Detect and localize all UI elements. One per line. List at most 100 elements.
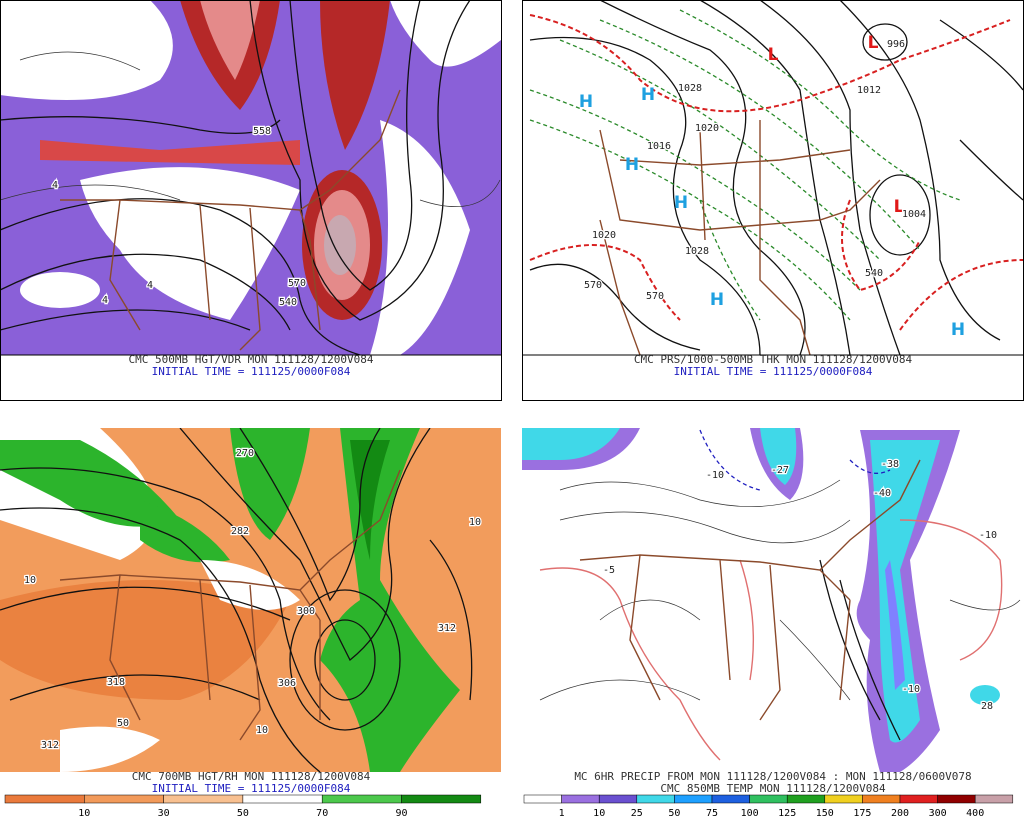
map-shape <box>699 0 851 355</box>
map-shape <box>885 560 905 690</box>
pressure-center: H <box>625 155 639 175</box>
colorbar-swatch <box>749 794 788 804</box>
colorbar-label: 50 <box>237 808 249 819</box>
contour-label: 1016 <box>647 141 671 152</box>
map-500mb <box>0 0 501 355</box>
colorbar-label: 25 <box>631 808 643 819</box>
colorbar-swatch <box>974 794 1014 804</box>
colorbar-label: 30 <box>158 808 170 819</box>
colorbar-swatch <box>598 794 638 804</box>
map-shape <box>939 19 1023 201</box>
map-shape <box>760 428 797 485</box>
map-shape <box>249 0 471 321</box>
map-shape <box>0 309 251 331</box>
contour-label: 312 <box>438 623 456 634</box>
contour-label: -5 <box>603 565 615 576</box>
contour-label: -38 <box>881 459 899 470</box>
map-shape <box>529 14 1023 331</box>
map-shape <box>239 428 381 602</box>
map-shape <box>0 440 180 527</box>
map-shape <box>0 51 501 207</box>
pressure-center: H <box>579 92 593 112</box>
colorbar-label: 200 <box>891 808 909 819</box>
contour-label: 570 <box>288 278 306 289</box>
map-shape <box>0 0 173 100</box>
subcaption: INITIAL TIME = 111125/0000F084 <box>674 365 873 378</box>
map-shape <box>869 174 931 256</box>
subcaption: INITIAL TIME = 111125/0000F084 <box>152 782 351 795</box>
colorbar: 10 30 50 70 90 <box>4 794 482 819</box>
map-shape <box>429 539 473 701</box>
colorbar-swatch <box>242 794 323 804</box>
colorbar-label: 150 <box>816 808 834 819</box>
map-shape <box>320 0 390 150</box>
caption: CMC 500MB HGT/VDR MON 111128/1200V084 <box>128 353 373 366</box>
contour-label: 540 <box>865 268 883 279</box>
contour-label: 282 <box>231 526 249 537</box>
contour-label: -40 <box>873 488 891 499</box>
colorbar-label: 90 <box>395 808 407 819</box>
colorbar-label: 70 <box>316 808 328 819</box>
contour-label: 558 <box>253 126 271 137</box>
colorbar-label: 400 <box>966 808 984 819</box>
contour-label: 1028 <box>685 246 709 257</box>
colorbar-swatch <box>824 794 863 804</box>
map-shape <box>839 0 1001 341</box>
colorbar: 1 10 25 50 75 100 125 150 175 200 300 400 <box>523 794 1014 819</box>
contour-label: 1012 <box>857 85 881 96</box>
contour-label: 10 <box>24 575 36 586</box>
colorbar-label: 125 <box>778 808 796 819</box>
colorbar-swatch <box>711 794 750 804</box>
colorbar-swatch <box>321 794 402 804</box>
map-shape <box>230 215 270 265</box>
map-precip <box>522 428 1023 772</box>
map-shape <box>40 140 300 165</box>
map-shape <box>0 507 321 772</box>
colorbar-label: 1 <box>559 808 565 819</box>
map-shape <box>599 0 806 355</box>
colorbar-swatch <box>4 794 85 804</box>
caption: CMC 700MB HGT/RH MON 111128/1200V084 <box>132 770 371 783</box>
contour-label: 1020 <box>695 123 719 134</box>
map-shape <box>862 23 908 61</box>
map-shape <box>289 589 401 731</box>
map-shape <box>539 479 1021 701</box>
contour-label: 4 <box>52 180 58 191</box>
map-shape <box>539 519 1003 761</box>
map-shape <box>324 215 356 275</box>
colorbar-swatch <box>84 794 164 804</box>
subcaption: CMC 850MB TEMP MON 111128/1200V084 <box>660 782 886 795</box>
map-shape <box>759 0 901 355</box>
map-shape <box>59 469 401 741</box>
contour-label: 1020 <box>592 230 616 241</box>
map-shape <box>0 253 291 331</box>
colorbar-swatch <box>561 794 600 804</box>
contour-label: 318 <box>107 677 125 688</box>
caption: MC 6HR PRECIP FROM MON 111128/1200V084 :… <box>574 770 971 783</box>
colorbar-swatch <box>937 794 976 804</box>
contour-label: 1028 <box>678 83 702 94</box>
colorbar-swatch <box>786 794 826 804</box>
contour-label: 50 <box>117 718 129 729</box>
map-700mb <box>0 428 501 772</box>
map-shape <box>350 440 390 560</box>
contour-label: 10 <box>256 725 268 736</box>
contour-label: 4 <box>102 295 108 306</box>
map-shape <box>699 429 891 491</box>
contour-label: 996 <box>887 39 905 50</box>
map-shape <box>579 459 921 721</box>
map-shape <box>370 120 470 355</box>
colorbar-swatch <box>674 794 713 804</box>
map-shape <box>529 9 961 321</box>
pressure-center: L <box>868 33 879 53</box>
map-shape <box>179 428 431 662</box>
colorbar-swatch <box>163 794 244 804</box>
contour-label: 570 <box>646 291 664 302</box>
colorbar-swatch <box>401 794 482 804</box>
colorbar-label: 50 <box>668 808 680 819</box>
contour-label: 312 <box>41 740 59 751</box>
map-shape <box>140 500 230 563</box>
contour-label: 1004 <box>902 209 926 220</box>
